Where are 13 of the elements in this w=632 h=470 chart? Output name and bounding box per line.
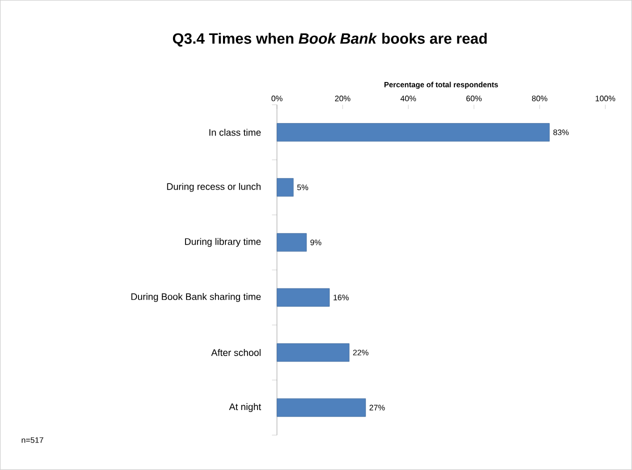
y-tick-label: During Book Bank sharing time [131, 293, 261, 302]
chart-title: Q3.4 Times when Book Bank books are read [172, 32, 487, 47]
y-tick-label: During recess or lunch [167, 183, 261, 192]
y-tick-label: During library time [185, 238, 261, 247]
bar [276, 233, 307, 252]
bar [276, 288, 330, 307]
y-tick-label: At night [229, 403, 262, 412]
bar [276, 123, 550, 142]
y-tick-label: In class time [209, 128, 261, 136]
bar [276, 398, 366, 417]
y-tick-label: After school [211, 349, 261, 356]
bar [276, 343, 350, 362]
bar [276, 178, 294, 197]
